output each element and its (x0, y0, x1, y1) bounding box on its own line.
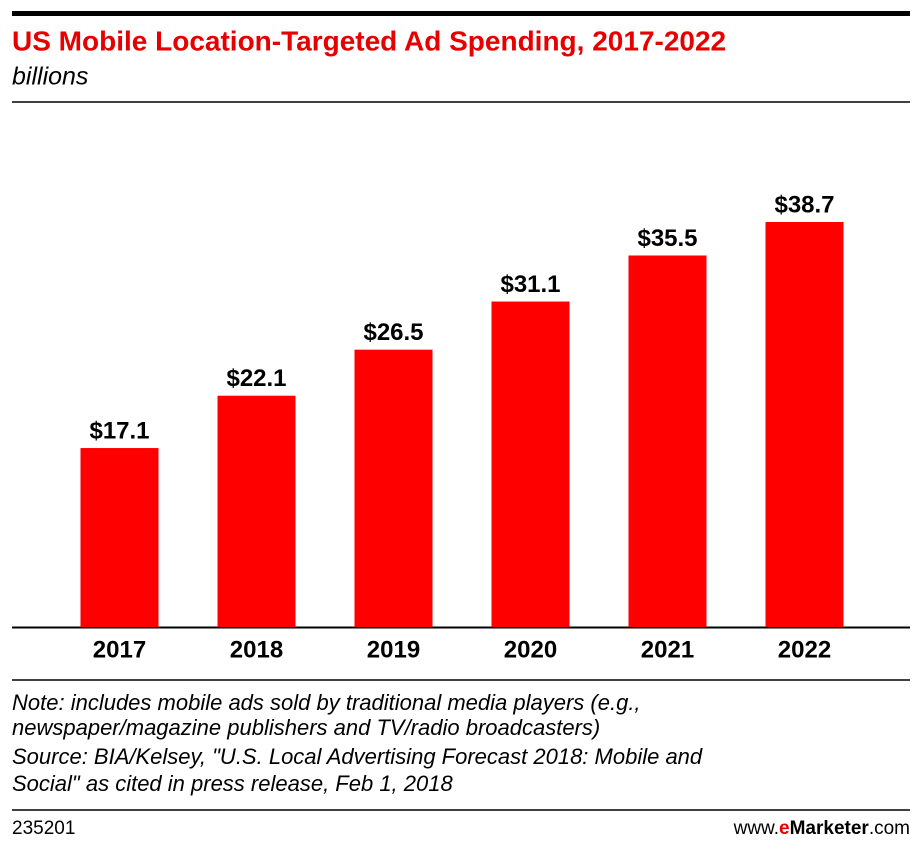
site-brand: Marketer (790, 818, 870, 839)
value-label: $17.1 (89, 417, 149, 444)
note-line: Source: BIA/Kelsey, "U.S. Local Advertis… (12, 744, 703, 769)
bar (765, 222, 844, 627)
x-tick-label: 2020 (504, 636, 557, 663)
source-site: www.eMarketer.com (733, 818, 910, 839)
value-label: $38.7 (774, 191, 834, 218)
note-line: Note: includes mobile ads sold by tradit… (12, 690, 641, 715)
top-rule (12, 11, 910, 16)
x-tick-label: 2021 (641, 636, 694, 663)
chart-title: US Mobile Location-Targeted Ad Spending,… (12, 25, 726, 56)
site-suffix: .com (869, 818, 910, 839)
bar (491, 301, 570, 627)
note-line: Social" as cited in press release, Feb 1… (12, 771, 453, 796)
chart-id: 235201 (12, 818, 75, 839)
bar (80, 448, 159, 627)
bar (217, 395, 296, 627)
value-label: $26.5 (363, 319, 423, 346)
bar (354, 349, 433, 627)
x-tick-label: 2018 (230, 636, 283, 663)
site-e: e (779, 818, 790, 839)
x-tick-label: 2019 (367, 636, 420, 663)
x-tick-label: 2022 (778, 636, 831, 663)
chart-subtitle: billions (12, 63, 88, 91)
bar (628, 255, 707, 627)
value-label: $35.5 (637, 225, 697, 252)
note-line: newspaper/magazine publishers and TV/rad… (12, 715, 600, 740)
site-prefix: www. (733, 818, 779, 839)
value-label: $22.1 (226, 365, 286, 392)
value-label: $31.1 (500, 271, 560, 298)
x-tick-label: 2017 (93, 636, 146, 663)
